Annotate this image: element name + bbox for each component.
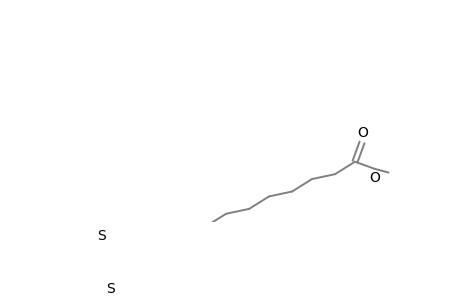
- Text: S: S: [97, 230, 106, 243]
- Text: S: S: [106, 282, 115, 296]
- Text: O: O: [369, 171, 380, 185]
- Text: O: O: [357, 126, 367, 140]
